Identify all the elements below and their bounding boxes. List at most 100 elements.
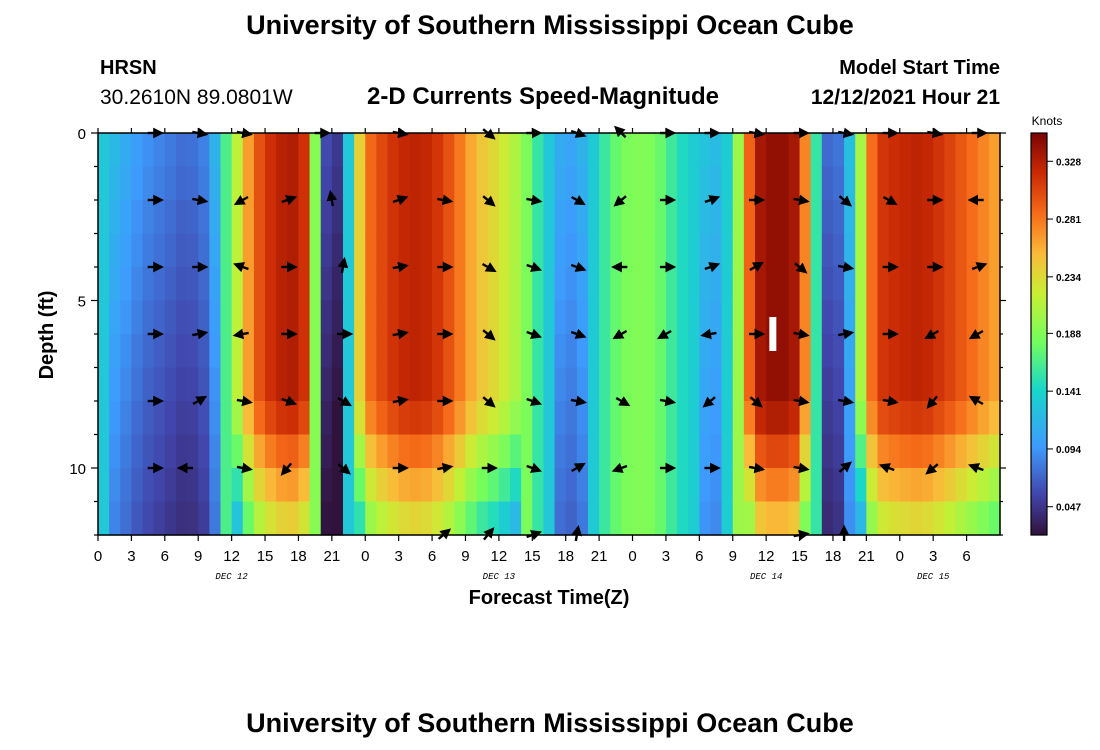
heatmap-cell <box>175 267 188 302</box>
heatmap-cell <box>677 300 689 335</box>
heatmap-cell <box>175 334 188 369</box>
heatmap-cell <box>454 133 467 168</box>
heatmap-cell <box>799 468 812 503</box>
heatmap-cell <box>164 334 177 369</box>
colorbar-tick-label: 0.188 <box>1056 329 1081 340</box>
heatmap-cell <box>665 401 678 436</box>
heatmap-cell <box>265 367 277 402</box>
heatmap-cell <box>354 501 366 536</box>
current-vector-arrow <box>482 195 496 207</box>
heatmap-cell <box>888 434 901 469</box>
heatmap-cell <box>710 434 723 469</box>
heatmap-cell <box>510 200 522 235</box>
heatmap-cell <box>699 233 712 268</box>
heatmap-cell <box>510 133 522 168</box>
heatmap-cell <box>510 468 522 503</box>
heatmap-cell <box>888 501 901 536</box>
heatmap-cell <box>298 133 311 168</box>
heatmap-cell <box>899 334 912 369</box>
heatmap-cell <box>498 501 511 536</box>
heatmap-cell <box>665 300 678 335</box>
heatmap-cell <box>988 501 1001 536</box>
heatmap-cell <box>265 133 277 168</box>
heatmap-cell <box>643 267 656 302</box>
heatmap-cell <box>320 334 333 369</box>
current-vector-arrow <box>236 462 253 474</box>
heatmap-cell <box>844 434 856 469</box>
heatmap-cell <box>688 133 700 168</box>
heatmap-cell <box>242 367 255 402</box>
heatmap-cell <box>465 267 478 302</box>
heatmap-cell <box>654 300 667 335</box>
heatmap-cell <box>554 434 567 469</box>
heatmap-cell <box>587 200 600 235</box>
heatmap-cell <box>721 367 734 402</box>
heatmap-cell <box>988 300 1001 335</box>
current-speed-chart: 0 3 6 9 12 15 18 21 0 3 6 9 12 15 18 21 0 3 6 9 12 15 18 21 0 3 6 0… <box>36 114 1081 609</box>
heatmap-cell <box>420 166 433 201</box>
heatmap-cell <box>988 233 1001 268</box>
heatmap-cell <box>432 501 444 536</box>
heatmap-cell <box>743 233 756 268</box>
current-vector-arrow <box>337 396 352 407</box>
heatmap-cell <box>554 166 567 201</box>
heatmap-cell <box>721 233 734 268</box>
heatmap-cell <box>888 300 901 335</box>
heatmap-cell <box>131 367 144 402</box>
heatmap-cell <box>665 166 678 201</box>
heatmap-cell <box>109 233 121 268</box>
heatmap-cell <box>253 367 266 402</box>
heatmap-cell <box>654 267 667 302</box>
heatmap-cell <box>621 300 634 335</box>
heatmap-cell <box>498 267 511 302</box>
heatmap-cell <box>766 200 778 235</box>
x-tick-label: 6 <box>695 548 703 565</box>
heatmap-cell <box>755 267 767 302</box>
heatmap-cell <box>587 133 600 168</box>
heatmap-cell <box>153 233 166 268</box>
heatmap-cell <box>398 166 411 201</box>
heatmap-cell <box>432 434 444 469</box>
current-vector-arrow <box>192 395 208 406</box>
heatmap-cell <box>621 200 634 235</box>
heatmap-cell <box>543 401 556 436</box>
heatmap-cell <box>955 501 968 536</box>
heatmap-cell <box>510 401 522 436</box>
heatmap-cell <box>420 300 433 335</box>
heatmap-cell <box>309 434 322 469</box>
heatmap-cell <box>576 200 589 235</box>
heatmap-cell <box>298 401 311 436</box>
heatmap-cell <box>877 334 890 369</box>
heatmap-cell <box>777 300 790 335</box>
heatmap-cell <box>354 200 366 235</box>
heatmap-cell <box>732 133 745 168</box>
heatmap-cell <box>877 300 890 335</box>
heatmap-cell <box>799 334 812 369</box>
heatmap-cell <box>554 133 567 168</box>
heatmap-cell <box>498 300 511 335</box>
heatmap-cell <box>242 434 255 469</box>
heatmap-cell <box>888 401 901 436</box>
heatmap-cell <box>487 267 500 302</box>
heatmap-cell <box>521 401 533 436</box>
heatmap-cell <box>131 434 144 469</box>
heatmap-cell <box>966 233 979 268</box>
heatmap-cell <box>532 401 545 436</box>
heatmap-cell <box>510 233 522 268</box>
heatmap-cell <box>799 300 812 335</box>
heatmap-cell <box>576 434 589 469</box>
heatmap-cell <box>521 367 533 402</box>
heatmap-cell <box>632 434 645 469</box>
heatmap-cell <box>532 166 545 201</box>
heatmap-cell <box>387 133 400 168</box>
heatmap-cell <box>153 367 166 402</box>
heatmap-cell <box>665 367 678 402</box>
heatmap-cell <box>142 367 155 402</box>
heatmap-cell <box>265 334 277 369</box>
footer-title: University of Southern Mississippi Ocean… <box>246 708 854 738</box>
heatmap-cell <box>743 334 756 369</box>
heatmap-cell <box>988 468 1001 503</box>
heatmap-cell <box>331 401 344 436</box>
heatmap-cell <box>521 501 533 536</box>
current-vector-arrow <box>612 329 628 340</box>
